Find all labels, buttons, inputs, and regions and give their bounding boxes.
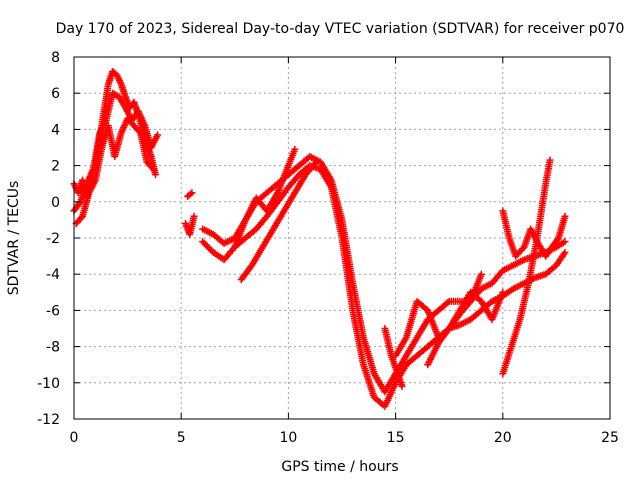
data-point — [561, 248, 569, 256]
y-tick-label: -10 — [37, 376, 60, 392]
chart-title: Day 170 of 2023, Sidereal Day-to-day VTE… — [56, 21, 625, 37]
y-tick-labels: -12 -10 -8 -6 -4 -2 0 2 4 6 8 — [37, 50, 60, 428]
y-axis-title: SDTVAR / TECUs — [6, 181, 22, 296]
y-tick-label: -2 — [46, 231, 60, 247]
data-point — [190, 212, 198, 220]
data-point — [149, 165, 157, 173]
y-tick-label: -8 — [46, 340, 60, 356]
data-point — [561, 238, 569, 246]
y-tick-label: 0 — [51, 195, 60, 211]
data-point — [148, 164, 156, 172]
data-point — [312, 158, 320, 166]
x-tick-label: 25 — [601, 430, 619, 446]
data-point — [154, 131, 162, 139]
y-tick-label: -4 — [46, 267, 60, 283]
series-track-4 — [184, 189, 196, 200]
series-track-14 — [381, 325, 406, 390]
data-point — [151, 171, 159, 179]
data-point — [291, 145, 299, 153]
series-track-8 — [231, 145, 299, 251]
data-point — [186, 190, 194, 198]
data-point — [519, 245, 527, 253]
series-track-5 — [181, 212, 198, 238]
data-point — [135, 128, 143, 136]
x-tick-label: 5 — [177, 430, 186, 446]
y-tick-label: 6 — [51, 86, 60, 102]
y-tick-label: -6 — [46, 303, 60, 319]
data-point — [398, 382, 406, 390]
x-tick-label: 0 — [70, 430, 79, 446]
x-axis-title: GPS time / hours — [281, 459, 398, 475]
data-point — [188, 189, 196, 197]
data-point — [477, 270, 485, 278]
x-tick-label: 15 — [387, 430, 405, 446]
axis-ticks — [73, 56, 611, 420]
series-track-11 — [424, 270, 485, 369]
x-tick-label: 10 — [279, 430, 297, 446]
data-point — [546, 156, 554, 164]
series-track-1 — [70, 67, 159, 202]
data-marks — [70, 67, 569, 410]
x-tick-labels: 0 5 10 15 20 25 — [70, 430, 619, 446]
y-tick-label: 8 — [51, 50, 60, 66]
data-point — [75, 199, 83, 207]
series-track-9 — [237, 158, 320, 284]
series-track-3 — [72, 115, 157, 228]
data-point — [561, 212, 569, 220]
y-tick-label: 2 — [51, 159, 60, 175]
y-tick-label: -12 — [37, 412, 60, 428]
series-track-13 — [499, 156, 554, 378]
x-tick-label: 20 — [494, 430, 512, 446]
y-tick-label: 4 — [51, 122, 60, 138]
data-point — [499, 288, 507, 296]
data-point — [444, 299, 452, 307]
